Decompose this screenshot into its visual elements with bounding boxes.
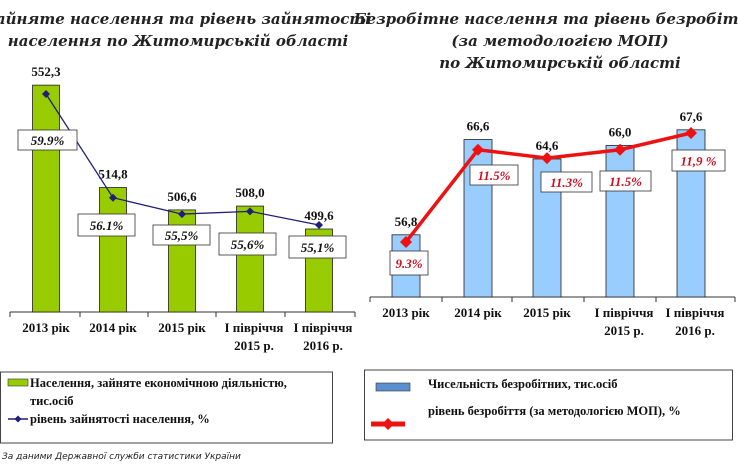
- legend-right: [364, 369, 733, 441]
- chart-title: населення по Житомирській області: [8, 32, 349, 50]
- rate-marker: [246, 207, 254, 216]
- rate-marker: [315, 221, 323, 229]
- bar-value-label: 56,8: [395, 214, 418, 229]
- rate-label: 11.5%: [609, 174, 642, 189]
- x-tick-label: 2015 рік: [523, 305, 571, 320]
- rate-label-box: [599, 170, 652, 192]
- rate-marker: [400, 235, 412, 248]
- bar-value-label: 508,0: [235, 185, 264, 200]
- rate-marker: [42, 89, 50, 98]
- bar-value-label: 499,6: [304, 208, 334, 223]
- x-tick-label: 2013 рік: [382, 305, 430, 320]
- legend-bar-label: тис.осіб: [30, 394, 74, 408]
- rate-label-box: [77, 213, 136, 237]
- rate-label: 55,5%: [165, 228, 199, 243]
- bar-value-label: 64,6: [536, 138, 559, 153]
- chart-title: Зайняте населення та рівень зайнятості: [0, 10, 371, 28]
- rate-marker: [109, 193, 117, 202]
- bar: [99, 187, 127, 313]
- bar-value-label: 66,6: [467, 119, 490, 134]
- rate-label-box: [389, 250, 429, 276]
- legend-bar-label: Населення, зайняте економічною діяльніст…: [30, 376, 287, 390]
- legend-bar-swatch: [375, 382, 411, 392]
- rate-label-box: [540, 171, 593, 193]
- legend-bar-label: Чисельність безробітних, тис.осіб: [428, 377, 618, 391]
- bar-value-label: 67,6: [680, 109, 703, 124]
- chart-title: (за методологією МОП): [451, 32, 668, 50]
- legend-bar-swatch: [7, 378, 29, 387]
- rate-label-box: [469, 164, 519, 186]
- rate-label-box: [218, 232, 277, 256]
- rate-label-box: [17, 129, 78, 151]
- bar-value-label: 66,0: [609, 124, 632, 139]
- legend-left: [0, 371, 333, 444]
- rate-label: 11.5%: [478, 168, 511, 183]
- x-tick-label: 2015 р.: [604, 323, 644, 338]
- x-tick-label: I півріччя: [294, 320, 353, 335]
- legend-line-label: рівень зайнятості населення, %: [30, 412, 210, 426]
- chart-title: по Житомирській області: [439, 54, 681, 72]
- rate-marker: [685, 127, 697, 139]
- bar-value-label: 506,6: [167, 189, 197, 204]
- rate-label-box: [288, 235, 347, 259]
- rate-label: 11.3%: [550, 175, 583, 190]
- rate-label: 59.9%: [31, 133, 65, 148]
- x-tick-label: 2016 р.: [675, 323, 715, 338]
- x-tick-label: 2016 р.: [303, 338, 343, 353]
- rate-label: 56.1%: [90, 218, 124, 233]
- x-tick-label: I півріччя: [225, 320, 284, 335]
- rate-marker: [178, 210, 186, 219]
- footnote: За даними Державної служби статистики Ук…: [2, 452, 241, 462]
- x-tick-label: 2015 рік: [158, 320, 206, 335]
- legend-line-marker: [382, 418, 394, 430]
- rate-label-box: [152, 224, 211, 246]
- rate-marker: [472, 143, 484, 156]
- x-tick-label: 2014 рік: [454, 305, 502, 320]
- x-tick-label: 2014 рік: [89, 320, 137, 335]
- x-tick-label: 2015 р.: [234, 338, 274, 353]
- rate-label-box: [671, 149, 726, 172]
- bar: [605, 144, 635, 298]
- bar-value-label: 514,8: [98, 167, 128, 182]
- rate-label: 55,1%: [301, 240, 335, 255]
- rate-label: 11,9 %: [680, 154, 716, 169]
- rate-marker: [614, 143, 626, 156]
- bar-value-label: 552,3: [31, 64, 61, 79]
- bar: [236, 205, 264, 313]
- x-tick-label: I півріччя: [595, 305, 654, 320]
- rate-label: 55,6%: [231, 237, 265, 252]
- chart-title: Безробітне населення та рівень безробітт…: [353, 10, 738, 28]
- x-tick-label: 2013 рік: [22, 320, 70, 335]
- legend-line-label: рівень безробіття (за методологією МОП),…: [428, 404, 681, 418]
- rate-marker: [541, 152, 553, 165]
- rate-label: 9.3%: [395, 256, 422, 271]
- x-tick-label: I півріччя: [666, 305, 725, 320]
- legend-line-marker: [14, 415, 22, 423]
- bar: [32, 84, 60, 313]
- rate-line: [45, 93, 320, 226]
